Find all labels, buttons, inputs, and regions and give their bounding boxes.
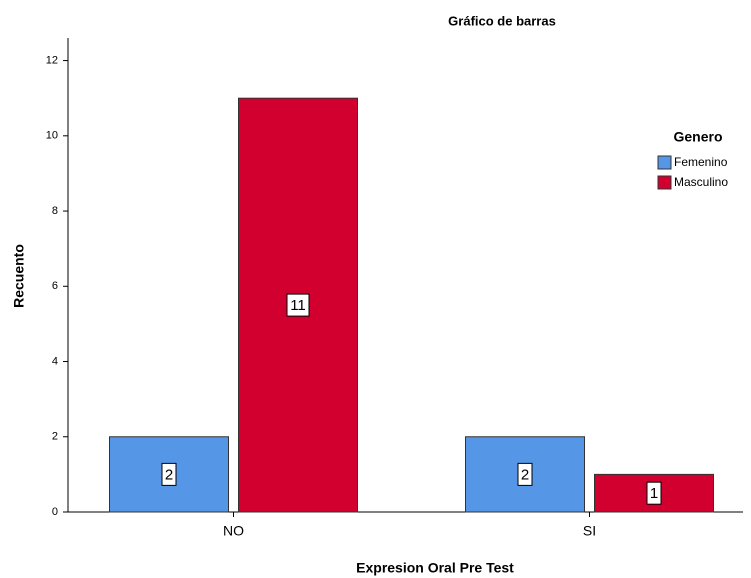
legend-label: Masculino — [674, 175, 728, 189]
data-label: 1 — [650, 485, 658, 502]
x-axis-label: Expresion Oral Pre Test — [356, 560, 514, 576]
y-tick-label: 6 — [52, 280, 58, 292]
data-label: 11 — [290, 297, 306, 314]
legend-swatch — [657, 175, 672, 190]
y-axis-label: Recuento — [11, 244, 27, 308]
y-tick-label: 2 — [52, 431, 58, 443]
y-tick-label: 4 — [52, 355, 58, 367]
chart-title: Gráfico de barras — [448, 13, 556, 28]
legend-swatch — [657, 155, 672, 170]
legend-label: Femenino — [674, 155, 728, 169]
y-tick-label: 12 — [46, 54, 58, 66]
data-label-box — [161, 462, 177, 486]
legend-title: Genero — [673, 129, 722, 145]
data-label: 2 — [165, 466, 173, 483]
data-label-box — [646, 481, 662, 505]
data-label-box — [286, 293, 310, 317]
data-label: 2 — [521, 466, 529, 483]
x-tick-label: SI — [583, 523, 596, 539]
y-tick-label: 10 — [46, 130, 58, 142]
data-label-box — [517, 462, 533, 486]
x-tick-label: NO — [223, 523, 244, 539]
y-tick-label: 8 — [52, 205, 58, 217]
y-tick-label: 0 — [52, 506, 58, 518]
